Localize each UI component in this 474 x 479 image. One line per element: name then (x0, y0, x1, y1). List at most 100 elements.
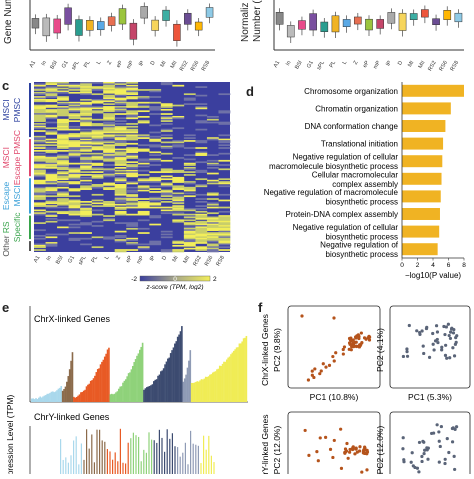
pca-point (454, 336, 458, 340)
heatmap-cell (206, 250, 219, 253)
chrx-bar (50, 391, 53, 402)
go-term-label: Translational initiation (321, 140, 398, 149)
heatmap-cell (34, 125, 46, 128)
heatmap-cell (160, 159, 173, 162)
heatmap-column-label: In (46, 255, 53, 262)
heatmap-cell (172, 240, 185, 243)
pca-point (313, 367, 317, 371)
pca-point (347, 336, 352, 341)
heatmap-cell (45, 188, 58, 190)
heatmap-cell (183, 208, 196, 210)
heatmap-cell (114, 100, 127, 103)
heatmap-cell (183, 226, 196, 229)
pca-point (331, 455, 335, 460)
heatmap-cell (45, 121, 58, 124)
heatmap-cell (195, 247, 208, 250)
heatmap-cell (57, 144, 69, 147)
chrx-bar (147, 386, 150, 402)
heatmap-cell (160, 113, 173, 115)
heatmap-cell (57, 110, 69, 113)
pca-point (426, 446, 430, 450)
go-bar (402, 155, 443, 168)
chry-bar (130, 438, 132, 474)
chrx-bar (33, 399, 36, 402)
heatmap-cell (68, 147, 81, 149)
heatmap-cell (172, 178, 185, 181)
heatmap-cell (206, 220, 219, 223)
heatmap-cell (34, 179, 46, 182)
heatmap-cell (195, 227, 208, 230)
chrx-bar (89, 380, 92, 402)
pca-point (351, 445, 355, 450)
heatmap-cell (218, 226, 231, 229)
heatmap-cell (34, 110, 46, 113)
heatmap-cell (114, 152, 127, 155)
heatmap-cell (195, 233, 208, 236)
pca-point (342, 345, 347, 349)
heatmap-cell (80, 176, 92, 179)
heatmap-cell (126, 155, 139, 158)
heatmap-cell (45, 195, 58, 198)
heatmap-cell (103, 158, 116, 161)
heatmap-cell (183, 237, 196, 240)
heatmap-cell (149, 179, 162, 182)
heatmap-cell (160, 201, 173, 203)
heatmap-cell (114, 179, 127, 182)
pca-point (452, 454, 456, 458)
chrx-bar (57, 388, 60, 402)
heatmap-cell (206, 236, 219, 239)
heatmap-cell (80, 174, 92, 176)
heatmap-cell (137, 96, 150, 98)
heatmap-cell (206, 192, 219, 195)
heatmap-cell (91, 157, 104, 159)
go-bar (402, 84, 464, 97)
colorbar-min-label: -2 (131, 276, 137, 283)
heatmap-cell (126, 227, 139, 230)
chry-bar (166, 429, 168, 474)
heatmap-cell (183, 182, 196, 185)
chrx-bar (242, 338, 245, 402)
heatmap-cell (68, 125, 81, 128)
heatmap-cell (149, 176, 162, 179)
heatmap-cell (57, 226, 69, 229)
heatmap-cell (45, 131, 58, 134)
heatmap-cell (80, 243, 92, 246)
heatmap-cell (91, 99, 104, 101)
heatmap-cell (126, 181, 139, 183)
heatmap-cell (114, 185, 127, 188)
heatmap-cell (218, 219, 231, 222)
heatmap-cell (218, 216, 231, 219)
chry-bar (143, 449, 145, 474)
heatmap-cell (57, 165, 69, 168)
heatmap-cell (114, 186, 127, 189)
heatmap-cell (34, 175, 46, 178)
heatmap-cell (137, 202, 150, 205)
chrx-bar (71, 352, 74, 402)
heatmap-cell (126, 169, 139, 172)
heatmap-cell (45, 205, 58, 207)
chrx-bar (199, 380, 201, 402)
heatmap-column-label: sPL (78, 255, 88, 266)
chry-bar (187, 464, 189, 474)
heatmap-cell (68, 107, 81, 110)
heatmap-cell (68, 199, 81, 202)
heatmap-cell (195, 213, 208, 216)
heatmap-cell (34, 174, 46, 176)
heatmap-cell (57, 203, 69, 206)
chry-bar (96, 429, 98, 474)
heatmap-cell (91, 176, 104, 179)
go-x-tick-label: 2 (416, 262, 420, 269)
heatmap-cell (172, 192, 185, 195)
chry-bar (153, 440, 155, 474)
heatmap-cell (91, 134, 104, 137)
chry-bar (127, 442, 129, 474)
heatmap-cell (68, 202, 81, 205)
heatmap-cell (45, 167, 58, 169)
heatmap-cell (218, 147, 231, 149)
heatmap-cell (34, 116, 46, 118)
heatmap-cell (149, 124, 162, 127)
pca-point (427, 355, 432, 360)
heatmap-cell (103, 215, 116, 217)
pca-point (310, 369, 314, 373)
pca-x-pc2b-label: PC2 (4.1%) (375, 328, 385, 372)
